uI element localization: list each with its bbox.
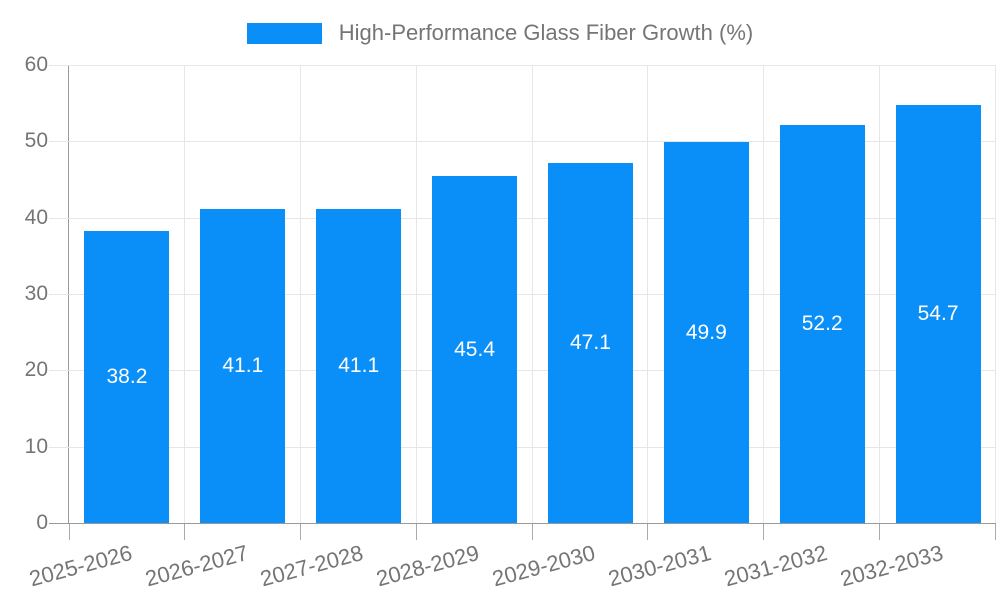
x-gridline	[299, 65, 301, 523]
x-tick-label: 2026-2027	[142, 540, 251, 592]
x-axis-tick	[995, 524, 996, 540]
bar-value-label: 54.7	[917, 302, 959, 326]
x-axis-tick	[763, 524, 765, 540]
bar-value-label: 49.9	[685, 320, 727, 344]
x-gridline	[415, 65, 417, 523]
x-axis-tick	[299, 524, 301, 540]
bar-value-label: 41.1	[222, 354, 264, 378]
x-gridline	[531, 65, 533, 523]
y-gridline	[49, 217, 996, 219]
bar: 45.4	[432, 176, 518, 523]
plot-area: 38.2 41.1 41.1 45.4 47.1 49.9 52.2 54.7	[49, 65, 996, 540]
x-tick-label: 2030-2031	[605, 540, 714, 592]
y-tick-label: 30	[24, 282, 48, 305]
y-tick-label: 60	[24, 53, 48, 76]
x-tick-label: 2029-2030	[489, 540, 598, 592]
y-gridline	[49, 370, 996, 372]
x-gridline	[763, 65, 765, 523]
x-gridline	[647, 65, 649, 523]
bar: 41.1	[200, 209, 286, 523]
y-gridline	[49, 446, 996, 448]
y-tick-label: 50	[24, 129, 48, 153]
x-axis-tick	[879, 524, 881, 540]
y-gridline	[49, 294, 996, 295]
x-gridline	[879, 65, 881, 523]
x-axis-tick	[415, 524, 417, 540]
y-tick-label: 10	[24, 434, 48, 458]
x-tick-label: 2032-2033	[837, 540, 946, 592]
legend: High-Performance Glass Fiber Growth (%)	[0, 20, 1000, 46]
x-gridline	[183, 65, 185, 523]
bar: 41.1	[316, 209, 402, 523]
x-axis-tick	[647, 524, 649, 540]
x-tick-label: 2031-2032	[721, 540, 830, 592]
y-gridline	[49, 65, 996, 66]
x-axis-tick	[531, 524, 533, 540]
y-gridline	[49, 141, 996, 143]
bar-value-label: 45.4	[454, 337, 495, 361]
bar: 49.9	[663, 142, 749, 523]
x-axis-tick	[183, 524, 185, 540]
legend-swatch	[246, 22, 322, 44]
x-tick-label: 2025-2026	[26, 540, 135, 592]
bar-value-label: 38.2	[106, 365, 148, 389]
bar: 54.7	[895, 105, 981, 523]
x-tick-label: 2028-2029	[373, 540, 483, 592]
y-tick-label: 40	[24, 205, 48, 229]
y-tick-label: 0	[36, 511, 48, 534]
bar: 38.2	[84, 231, 170, 523]
bar-value-label: 41.1	[338, 354, 380, 378]
x-gridline	[995, 65, 996, 523]
y-axis-zero-tick	[49, 523, 69, 524]
legend-label: High-Performance Glass Fiber Growth (%)	[338, 20, 754, 45]
y-tick-label: 20	[24, 358, 48, 382]
bar: 47.1	[547, 163, 633, 523]
bar-value-label: 47.1	[570, 331, 611, 355]
bar: 52.2	[779, 124, 865, 523]
bar-value-label: 52.2	[801, 311, 843, 335]
x-axis-tick	[69, 524, 70, 540]
x-tick-label: 2027-2028	[258, 540, 367, 592]
